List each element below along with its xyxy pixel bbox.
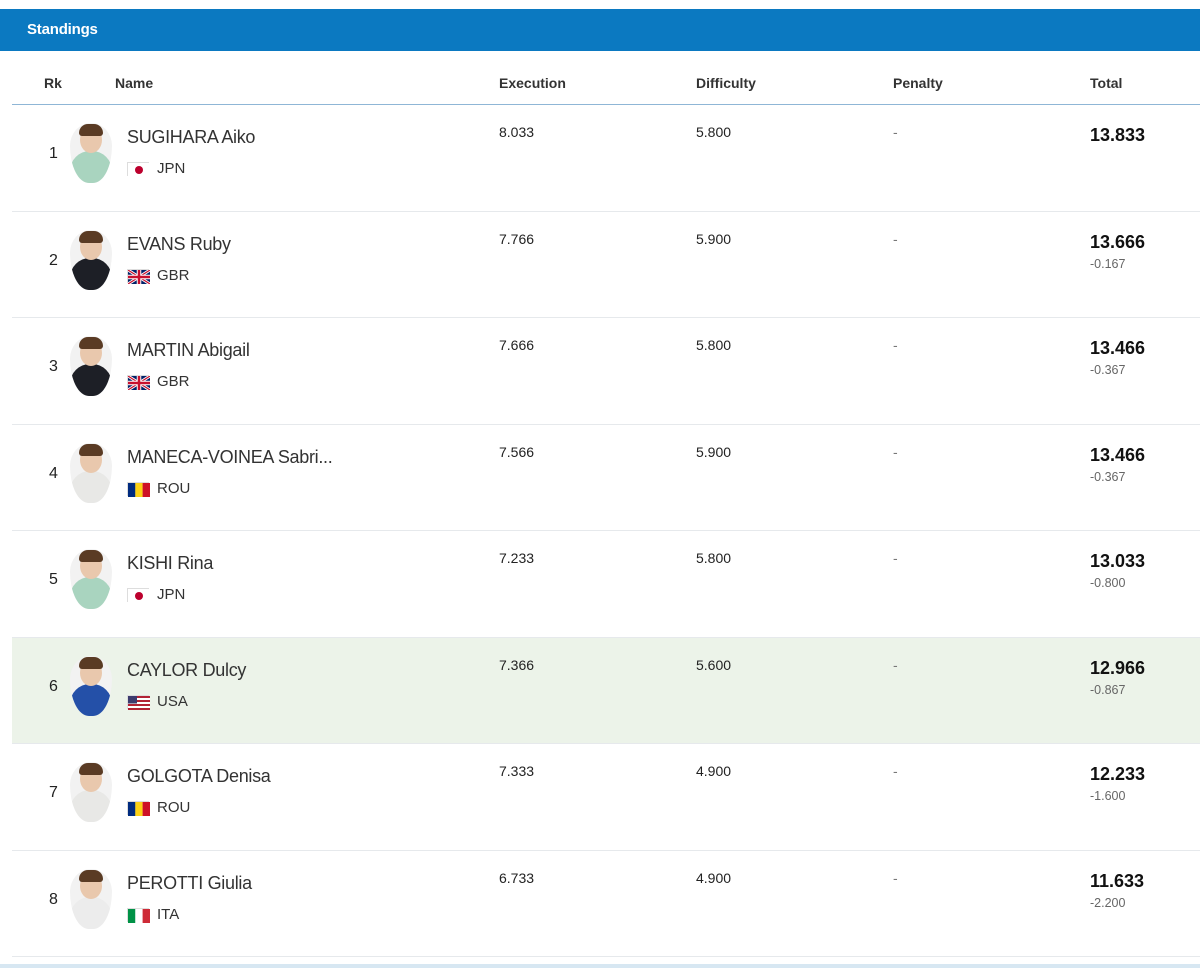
country-code: JPN: [157, 160, 186, 177]
penalty-score: -: [893, 337, 898, 353]
total-score: 13.466: [1090, 338, 1146, 358]
country-code: USA: [157, 692, 188, 710]
penalty-score: -: [893, 230, 898, 247]
difficulty-score: 5.800: [696, 550, 732, 566]
standings-header-bar: Standings: [0, 9, 1200, 51]
rank-cell: 1: [49, 145, 58, 162]
total-score: 12.233: [1090, 764, 1146, 784]
difficulty-score: 4.900: [696, 763, 732, 779]
total-score: 12.966: [1090, 657, 1146, 678]
standings-title: Standings: [27, 21, 98, 38]
country-code: GBR: [157, 373, 190, 390]
execution-score: 7.766: [499, 230, 535, 247]
execution-score: 8.033: [499, 124, 535, 140]
execution-score: 7.333: [499, 763, 535, 779]
athlete-avatar: [70, 655, 112, 716]
table-row[interactable]: 8 PEROTTI Giulia ITA 6.733 4.900 - 11.63…: [12, 851, 1200, 957]
gap-to-leader: -0.800: [1090, 576, 1126, 590]
execution-score: 7.666: [499, 337, 535, 353]
athlete-name-link[interactable]: CAYLOR Dulcy: [127, 659, 247, 680]
penalty-score: -: [893, 550, 898, 566]
penalty-score: -: [893, 656, 898, 673]
athlete-avatar: [70, 336, 112, 396]
table-row[interactable]: 4 MANECA-VOINEA Sabri... ROU 7.566 5.900…: [12, 425, 1200, 531]
penalty-score: -: [893, 443, 898, 460]
rank-cell: 2: [49, 251, 58, 269]
jpn-flag-icon: [127, 162, 150, 177]
country-code: ROU: [157, 479, 191, 497]
athlete-avatar: [70, 123, 112, 183]
rank-cell: 4: [49, 464, 58, 482]
gap-to-leader: -2.200: [1090, 895, 1126, 910]
country-code: GBR: [157, 266, 190, 284]
execution-score: 7.233: [499, 550, 535, 566]
athlete-name-link[interactable]: SUGIHARA Aiko: [127, 127, 256, 147]
jpn-flag-icon: [127, 588, 150, 603]
gap-to-leader: -0.167: [1090, 256, 1126, 271]
athlete-name-link[interactable]: GOLGOTA Denisa: [127, 766, 271, 786]
athlete-avatar: [70, 762, 112, 822]
total-score: 13.833: [1090, 125, 1146, 145]
table-row[interactable]: 2 EVANS Ruby GBR 7.766 5.900 - 13.666 -0…: [12, 212, 1200, 318]
table-row[interactable]: 1 SUGIHARA Aiko JPN 8.033 5.800 - 13.833: [12, 105, 1200, 212]
table-header: Rk Name Execution Difficulty Penalty Tot…: [12, 51, 1200, 105]
col-execution[interactable]: Execution: [499, 75, 566, 91]
athlete-avatar: [70, 229, 112, 290]
total-score: 11.633: [1090, 870, 1145, 891]
difficulty-score: 5.800: [696, 124, 732, 140]
table-row[interactable]: 6 CAYLOR Dulcy USA 7.366 5.600 - 12.966 …: [12, 637, 1200, 744]
col-difficulty[interactable]: Difficulty: [696, 75, 756, 91]
rank-cell: 5: [49, 571, 58, 588]
athlete-name-link[interactable]: PEROTTI Giulia: [127, 872, 252, 893]
penalty-score: -: [893, 869, 898, 886]
execution-score: 7.366: [499, 656, 535, 673]
athlete-avatar: [70, 442, 112, 503]
bottom-divider: [0, 964, 1200, 968]
col-rank[interactable]: Rk: [44, 75, 62, 91]
rou-flag-icon: [127, 801, 150, 816]
rank-cell: 6: [49, 677, 58, 695]
table-row[interactable]: 5 KISHI Rina JPN 7.233 5.800 - 13.033 -0…: [12, 531, 1200, 638]
col-name[interactable]: Name: [115, 75, 154, 91]
total-score: 13.666: [1090, 231, 1146, 252]
penalty-score: -: [893, 763, 898, 779]
execution-score: 6.733: [499, 869, 535, 886]
table-row[interactable]: 3 MARTIN Abigail GBR 7.666 5.800 - 13.46…: [12, 318, 1200, 425]
difficulty-score: 5.900: [696, 443, 732, 460]
difficulty-score: 5.600: [696, 656, 732, 673]
gap-to-leader: -1.600: [1090, 789, 1126, 803]
col-penalty[interactable]: Penalty: [893, 75, 943, 91]
difficulty-score: 4.900: [696, 869, 732, 886]
execution-score: 7.566: [499, 443, 535, 460]
country-code: JPN: [157, 586, 186, 603]
gap-to-leader: -0.367: [1090, 469, 1126, 484]
penalty-score: -: [893, 124, 898, 140]
table-row[interactable]: 7 GOLGOTA Denisa ROU 7.333 4.900 - 12.23…: [12, 744, 1200, 851]
rou-flag-icon: [127, 481, 150, 497]
gap-to-leader: -0.367: [1090, 363, 1126, 377]
country-code: ROU: [157, 799, 191, 816]
gbr-flag-icon: [127, 374, 151, 392]
total-score: 13.033: [1090, 551, 1146, 571]
athlete-avatar: [70, 868, 112, 929]
athlete-name-link[interactable]: KISHI Rina: [127, 553, 214, 573]
rank-cell: 3: [49, 358, 58, 375]
ita-flag-icon: [127, 907, 150, 923]
gbr-flag-icon: [127, 268, 151, 285]
gap-to-leader: -0.867: [1090, 682, 1126, 697]
athlete-avatar: [70, 549, 112, 609]
standings-table-body: 1 SUGIHARA Aiko JPN 8.033 5.800 - 13.833…: [12, 105, 1200, 957]
athlete-name-link[interactable]: EVANS Ruby: [127, 233, 231, 254]
rank-cell: 7: [49, 784, 58, 801]
difficulty-score: 5.800: [696, 337, 732, 353]
total-score: 13.466: [1090, 444, 1146, 465]
difficulty-score: 5.900: [696, 230, 732, 247]
country-code: ITA: [157, 905, 180, 923]
rank-cell: 8: [49, 890, 58, 908]
col-total[interactable]: Total: [1090, 75, 1123, 91]
athlete-name-link[interactable]: MARTIN Abigail: [127, 340, 250, 360]
athlete-name-link[interactable]: MANECA-VOINEA Sabri...: [127, 446, 333, 467]
usa-flag-icon: [127, 694, 150, 710]
